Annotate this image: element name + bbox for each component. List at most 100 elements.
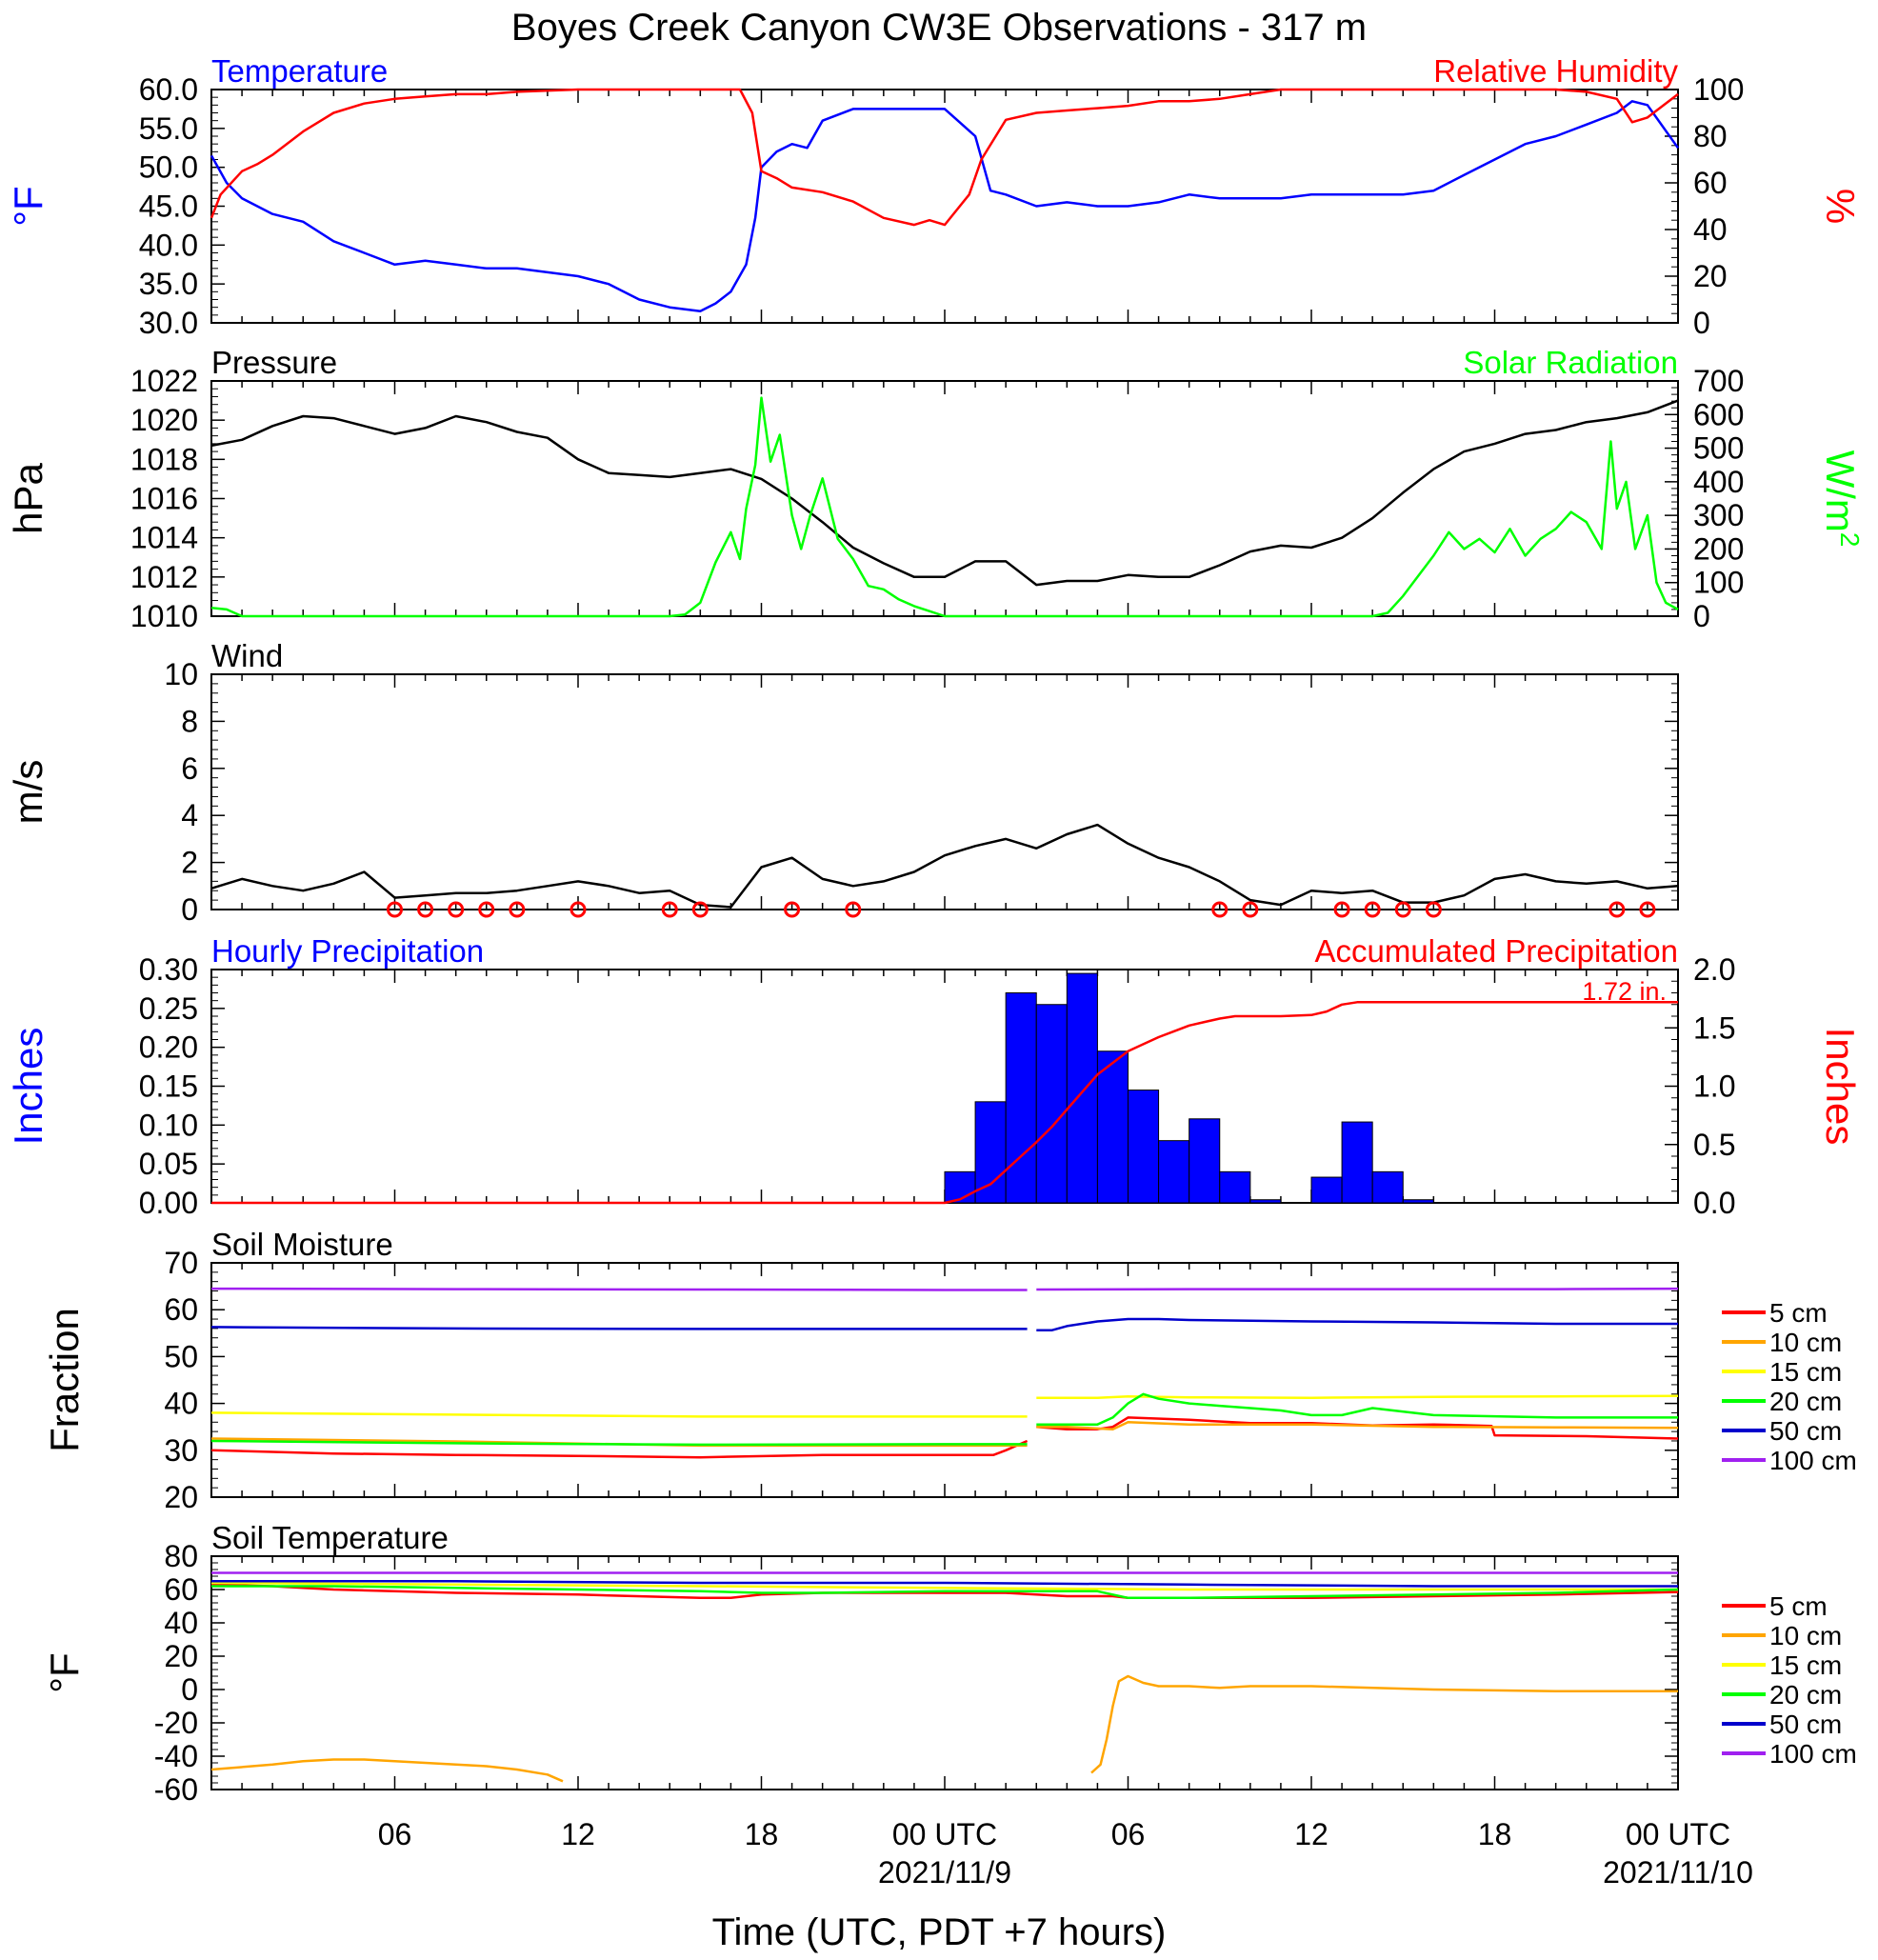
y-left-tick-label: 1010 bbox=[130, 599, 198, 633]
x-axis-label: Time (UTC, PDT +7 hours) bbox=[712, 1911, 1167, 1953]
panel-pressure_solar: 1010 1012 1014 1016 1018 1020 1022 010020030040… bbox=[6, 345, 1866, 633]
calm-marker bbox=[509, 901, 526, 918]
y-right-axis-label: Inches bbox=[1818, 1028, 1863, 1146]
series-line bbox=[210, 88, 1679, 227]
panel-right-title: Relative Humidity bbox=[1433, 53, 1678, 89]
y-left-axis-label: Inches bbox=[6, 1028, 50, 1146]
y-left-tick-label: 0.05 bbox=[139, 1147, 198, 1181]
calm-marker bbox=[417, 901, 434, 918]
y-left-tick-label: -60 bbox=[154, 1772, 198, 1807]
series-line bbox=[210, 1583, 1679, 1600]
y-left-tick-label: 50 bbox=[164, 1339, 198, 1373]
y-left-tick-label: -40 bbox=[154, 1739, 198, 1773]
calm-marker bbox=[1425, 901, 1442, 918]
x-tick-label: 12 bbox=[561, 1817, 595, 1851]
calm-marker bbox=[569, 901, 587, 918]
y-left-tick-label: 40.0 bbox=[139, 228, 198, 262]
x-tick-label: 00 UTC bbox=[1626, 1817, 1730, 1851]
y-left-tick-label: -20 bbox=[154, 1706, 198, 1740]
series-line bbox=[210, 396, 1679, 618]
precip-bar bbox=[1158, 1140, 1190, 1204]
series-line bbox=[211, 1001, 1678, 1205]
series-line bbox=[210, 100, 1680, 313]
x-tick-label: 12 bbox=[1294, 1817, 1329, 1851]
legend-label: 20 cm bbox=[1769, 1680, 1842, 1710]
legend-label: 15 cm bbox=[1769, 1650, 1842, 1680]
calm-marker bbox=[691, 901, 709, 918]
precip-bar bbox=[1189, 1118, 1221, 1204]
y-left-tick-label: 35.0 bbox=[139, 267, 198, 301]
y-right-tick-label: 80 bbox=[1693, 119, 1728, 153]
x-tick-label: 06 bbox=[1111, 1817, 1146, 1851]
y-right-tick-label: 40 bbox=[1693, 212, 1728, 247]
y-left-tick-label: 0 bbox=[181, 892, 198, 927]
y-right-tick-label: 500 bbox=[1693, 431, 1744, 466]
precip-bar bbox=[944, 1170, 976, 1204]
y-left-axis-label: Fraction bbox=[42, 1308, 87, 1452]
panels: 30.035.040.045.050.055.060.0020406080100… bbox=[6, 53, 1866, 1890]
y-left-tick-label: 45.0 bbox=[139, 190, 198, 224]
legend-label: 100 cm bbox=[1769, 1446, 1857, 1475]
series-line bbox=[210, 1416, 1679, 1459]
y-right-tick-label: 1.0 bbox=[1693, 1070, 1735, 1104]
y-left-tick-label: 0.25 bbox=[139, 991, 198, 1026]
panel-wind: 0 2 4 6 8 10 Wind m/s bbox=[6, 638, 1679, 927]
series-line bbox=[211, 1580, 1678, 1588]
y-left-tick-label: 50.0 bbox=[139, 150, 198, 185]
precip-bar bbox=[1219, 1170, 1251, 1204]
y-right-tick-label: 100 bbox=[1693, 72, 1744, 107]
y-left-tick-label: 0.20 bbox=[139, 1030, 198, 1065]
y-right-axis-label-superscript: 2 bbox=[1836, 532, 1866, 548]
legend-label: 5 cm bbox=[1769, 1591, 1828, 1621]
accumulated-total-annotation: 1.72 in. bbox=[1582, 977, 1667, 1006]
panel-left-title: Wind bbox=[211, 638, 283, 673]
y-right-tick-label: 200 bbox=[1693, 531, 1744, 566]
y-left-tick-label: 0 bbox=[181, 1672, 198, 1707]
panel-left-title: Pressure bbox=[211, 345, 337, 380]
y-right-tick-label: 700 bbox=[1693, 364, 1744, 398]
x-tick-label: 00 UTC bbox=[892, 1817, 997, 1851]
y-left-tick-label: 2 bbox=[181, 846, 198, 880]
precip-bar bbox=[1035, 1004, 1068, 1204]
precip-bar bbox=[1249, 1199, 1282, 1204]
legend-label: 5 cm bbox=[1769, 1298, 1828, 1328]
x-tick-label: 18 bbox=[1478, 1817, 1512, 1851]
y-right-tick-label: 600 bbox=[1693, 397, 1744, 431]
legend-label: 20 cm bbox=[1769, 1387, 1842, 1416]
y-left-tick-label: 60 bbox=[164, 1292, 198, 1327]
y-left-tick-label: 0.10 bbox=[139, 1108, 198, 1142]
y-left-tick-label: 40 bbox=[164, 1387, 198, 1421]
y-right-axis-label: % bbox=[1818, 189, 1863, 224]
y-left-tick-label: 55.0 bbox=[139, 111, 198, 146]
legend-label: 50 cm bbox=[1769, 1416, 1842, 1446]
y-left-tick-label: 20 bbox=[164, 1480, 198, 1514]
y-left-tick-label: 8 bbox=[181, 704, 198, 738]
y-right-tick-label: 20 bbox=[1693, 259, 1728, 293]
x-date-label: 2021/11/9 bbox=[878, 1855, 1011, 1890]
panel-right-title: Accumulated Precipitation bbox=[1314, 933, 1678, 969]
precip-bar bbox=[1096, 1050, 1129, 1204]
series-line bbox=[210, 1287, 1679, 1291]
legend-label: 50 cm bbox=[1769, 1710, 1842, 1739]
precip-bar bbox=[1402, 1199, 1434, 1204]
y-left-tick-label: 30 bbox=[164, 1433, 198, 1468]
calm-marker bbox=[1364, 901, 1381, 918]
y-left-axis-label: °F bbox=[6, 186, 50, 226]
precip-bar bbox=[1341, 1121, 1373, 1204]
series-line bbox=[210, 399, 1679, 587]
calm-marker bbox=[1639, 901, 1656, 918]
y-left-tick-label: 70 bbox=[164, 1246, 198, 1280]
precip-bar bbox=[1371, 1170, 1404, 1204]
y-right-axis-label: W/m2 bbox=[1818, 450, 1866, 548]
legend-label: 100 cm bbox=[1769, 1739, 1857, 1769]
panel-left-title: Hourly Precipitation bbox=[211, 933, 484, 969]
panel-right-title: Solar Radiation bbox=[1463, 345, 1678, 380]
y-left-tick-label: 1020 bbox=[130, 403, 198, 437]
series-line bbox=[210, 1392, 1678, 1447]
y-left-tick-label: 40 bbox=[164, 1606, 198, 1640]
y-right-tick-label: 300 bbox=[1693, 498, 1744, 532]
